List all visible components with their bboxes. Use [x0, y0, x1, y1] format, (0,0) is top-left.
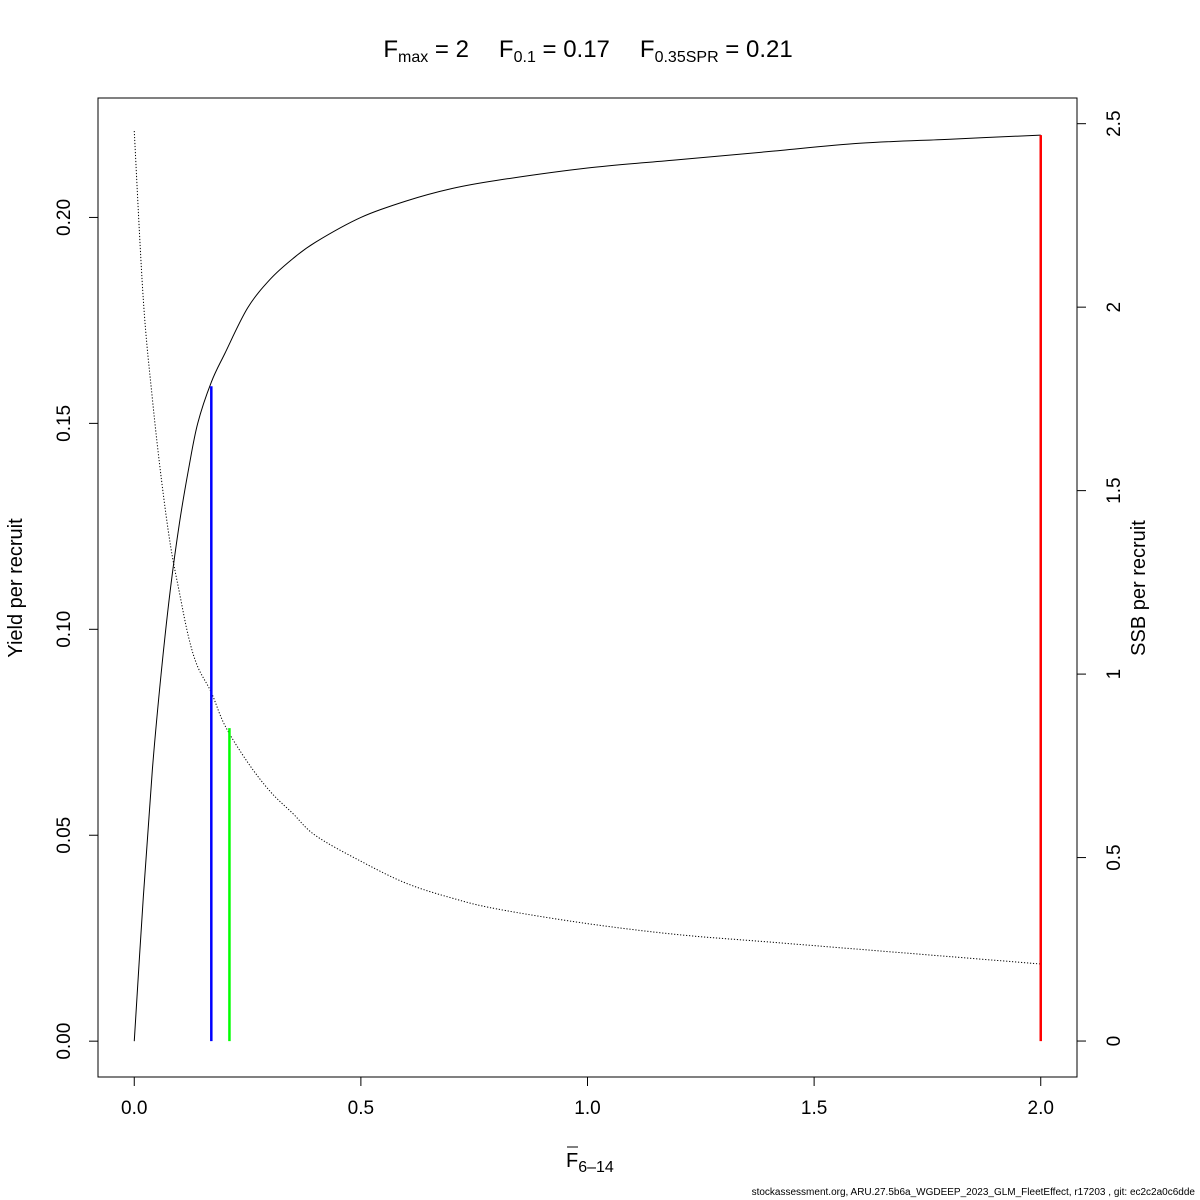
- series-layer: [133, 130, 1041, 1042]
- yield-per-recruit-curve: [133, 134, 1041, 1042]
- y-axis-right: 0 0.5 1 1.5 2 2.5: [1076, 110, 1125, 1047]
- y-left-tick-label: 0.00: [54, 1023, 75, 1060]
- y-axis-left-title: Yield per recruit: [5, 518, 27, 658]
- y-left-tick-label: 0.15: [54, 405, 75, 442]
- x-axis-title: F6–14: [566, 1150, 614, 1176]
- footer-credit: stockassessment.org, ARU.27.5b6a_WGDEEP_…: [752, 1187, 1196, 1198]
- title-fspr-value: = 0.21: [719, 36, 793, 63]
- x-tick-label: 1.5: [801, 1098, 827, 1119]
- title-fmax-subscript: max: [398, 49, 428, 66]
- x-tick-label: 1.0: [574, 1098, 600, 1119]
- title-fspr-symbol: F: [640, 36, 655, 63]
- y-left-tick-label: 0.10: [54, 611, 75, 648]
- y-left-tick-label: 0.20: [54, 199, 75, 236]
- title-fspr-subscript: 0.35SPR: [655, 49, 719, 66]
- xlabel-subscript: 6–14: [578, 1159, 614, 1176]
- y-axis-right-title: SSB per recruit: [1128, 520, 1150, 656]
- y-right-tick-label: 1.5: [1104, 477, 1125, 503]
- reference-lines: [210, 135, 1042, 1042]
- chart-title: Fmax = 2 F0.1 = 0.17 F0.35SPR = 0.21: [383, 36, 792, 66]
- y-left-tick-label: 0.05: [54, 817, 75, 854]
- y-right-tick-label: 1: [1104, 669, 1125, 680]
- ssb-per-recruit-curve: [133, 130, 1041, 965]
- y-right-tick-label: 2: [1104, 302, 1125, 313]
- title-f01-symbol: F: [499, 36, 514, 63]
- title-fmax-symbol: F: [383, 36, 398, 63]
- y-right-tick-label: 2.5: [1104, 110, 1125, 136]
- x-tick-label: 2.0: [1028, 1098, 1054, 1119]
- y-right-tick-label: 0.5: [1104, 844, 1125, 870]
- x-tick-label: 0.5: [348, 1098, 374, 1119]
- title-fmax-value: = 2: [428, 36, 469, 63]
- xlabel-symbol: F: [566, 1150, 578, 1172]
- title-f01-value: = 0.17: [536, 36, 610, 63]
- y-right-tick-label: 0: [1104, 1036, 1125, 1047]
- x-axis: 0.0 0.5 1.0 1.5 2.0: [121, 1076, 1054, 1119]
- x-tick-label: 0.0: [121, 1098, 147, 1119]
- title-f01-subscript: 0.1: [514, 49, 536, 66]
- y-axis-left: 0.00 0.05 0.10 0.15 0.20: [54, 199, 99, 1060]
- plot-frame: [97, 97, 1078, 1078]
